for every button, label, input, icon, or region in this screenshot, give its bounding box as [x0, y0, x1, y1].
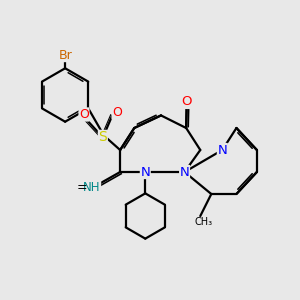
Text: CH₃: CH₃: [194, 217, 212, 227]
Text: N: N: [140, 166, 150, 178]
Text: N: N: [218, 143, 227, 157]
Text: S: S: [98, 130, 107, 144]
Text: Br: Br: [58, 49, 72, 62]
Text: O: O: [79, 108, 89, 121]
Text: =: =: [76, 181, 87, 194]
Text: O: O: [182, 95, 192, 108]
Text: NH: NH: [83, 181, 100, 194]
Text: O: O: [112, 106, 122, 119]
Text: N: N: [180, 166, 190, 178]
